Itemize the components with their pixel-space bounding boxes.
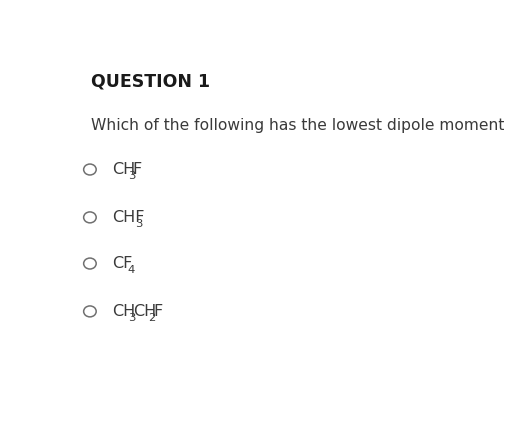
Text: CH: CH	[112, 162, 135, 177]
Text: 2: 2	[147, 313, 155, 322]
Text: QUESTION 1: QUESTION 1	[90, 72, 210, 90]
Text: 4: 4	[127, 265, 134, 275]
Text: CF: CF	[112, 256, 132, 271]
Text: F: F	[153, 304, 162, 319]
Text: CH: CH	[112, 304, 135, 319]
Text: 3: 3	[127, 313, 135, 322]
Text: 3: 3	[127, 170, 135, 181]
Text: CH: CH	[132, 304, 156, 319]
Text: Which of the following has the lowest dipole moment?: Which of the following has the lowest di…	[90, 118, 505, 133]
Text: 3: 3	[135, 218, 142, 229]
Text: F: F	[132, 162, 141, 177]
Text: CHF: CHF	[112, 210, 144, 225]
